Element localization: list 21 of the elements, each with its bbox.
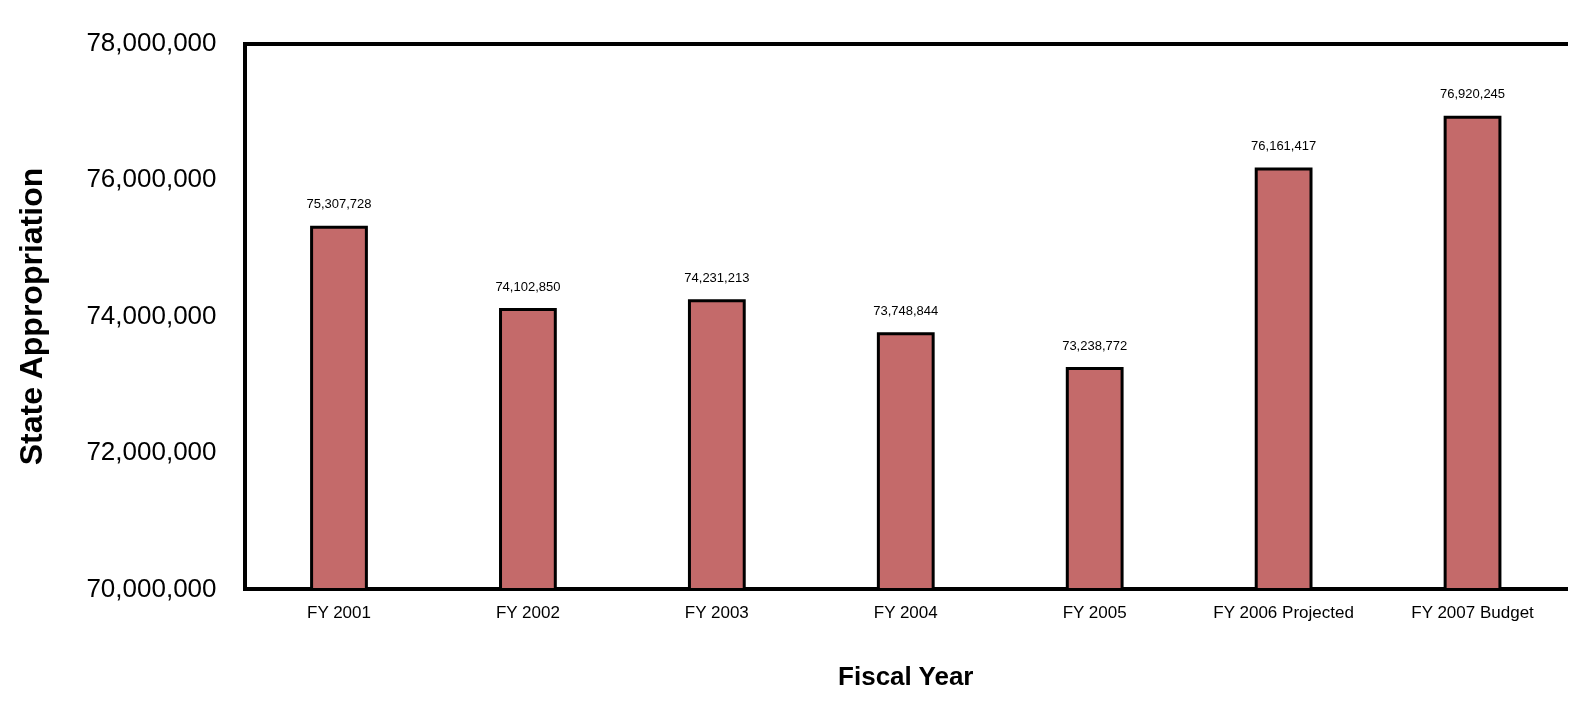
data-label: 76,161,417	[1251, 138, 1317, 154]
x-tick-label: FY 2005	[1062, 603, 1127, 623]
data-label: 75,307,728	[306, 196, 372, 212]
x-tick-label: FY 2004	[873, 603, 938, 623]
y-tick-label: 72,000,000	[86, 436, 217, 467]
x-axis-title: Fiscal Year	[838, 660, 974, 691]
data-label: 74,102,850	[495, 278, 561, 294]
x-tick-label: FY 2001	[307, 603, 371, 623]
data-label: 73,748,844	[873, 302, 939, 318]
data-label: 76,920,245	[1440, 86, 1506, 102]
x-tick-label: FY 2006 Projected	[1213, 603, 1354, 623]
data-label: 74,231,213	[684, 269, 750, 285]
data-label: 73,238,772	[1062, 337, 1128, 353]
x-tick-label: FY 2002	[495, 603, 560, 623]
x-tick-label: FY 2003	[684, 603, 749, 623]
y-tick-label: 74,000,000	[86, 299, 217, 330]
y-axis-title: State Appropriation	[13, 167, 50, 466]
y-tick-label: 76,000,000	[86, 163, 217, 194]
y-tick-label: 70,000,000	[86, 572, 217, 603]
x-tick-label: FY 2007 Budget	[1411, 603, 1535, 623]
y-tick-label: 78,000,000	[86, 26, 217, 57]
